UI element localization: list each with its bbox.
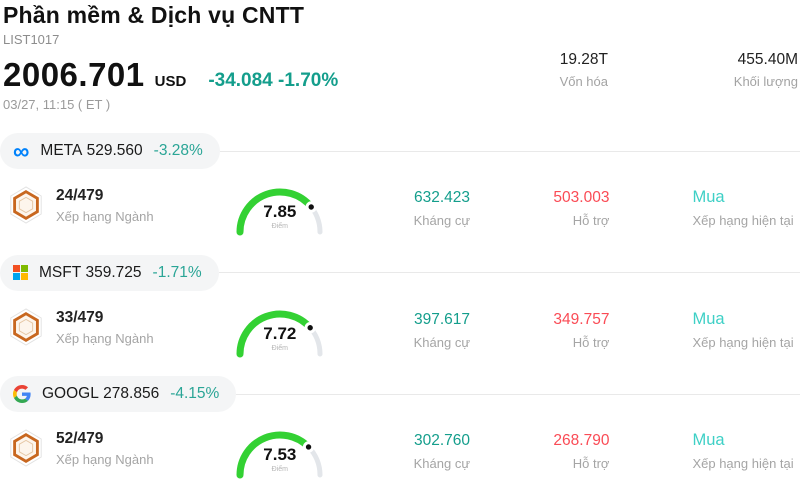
support-column: 503.003 Hỗ trợ bbox=[470, 189, 609, 228]
score-value: 7.85 bbox=[263, 202, 297, 221]
score-gauge: 7.85 Điểm bbox=[230, 180, 330, 238]
ticker-pill-line: MSFT 359.725 -1.71% bbox=[0, 254, 800, 291]
score-label: Điểm bbox=[271, 466, 289, 473]
market-cap-value: 19.28T bbox=[559, 51, 608, 68]
rating-value[interactable]: Mua bbox=[692, 309, 725, 328]
ticker-price: GOOGL 278.856 bbox=[42, 385, 160, 402]
rating-column: Mua Xếp hạng hiện tại bbox=[692, 431, 800, 471]
resistance-column: 632.423 Kháng cự bbox=[336, 189, 470, 228]
volume-stat: 455.40M Khối lượng bbox=[692, 51, 798, 89]
gauge-column: 7.85 Điểm bbox=[224, 180, 336, 238]
currency-label: USD bbox=[154, 73, 187, 90]
ticker-pill-line: ∞ META 529.560 -3.28% bbox=[0, 133, 800, 169]
sector-rank-badge-icon bbox=[10, 429, 42, 467]
market-cap-stat: 19.28T Vốn hóa bbox=[496, 51, 608, 89]
ticker-change: -1.71% bbox=[152, 263, 202, 281]
sector-rank: 52/479 bbox=[56, 430, 104, 447]
header-stats: 19.28T Vốn hóa 455.40M Khối lượng bbox=[496, 51, 798, 89]
support-label: Hỗ trợ bbox=[572, 213, 610, 228]
support-column: 268.790 Hỗ trợ bbox=[470, 432, 609, 471]
support-column: 349.757 Hỗ trợ bbox=[470, 311, 609, 350]
price-row: 2006.701 USD -34.084 -1.70% bbox=[3, 56, 798, 94]
rank-column: 52/479 Xếp hạng Ngành bbox=[0, 423, 224, 469]
rating-column: Mua Xếp hạng hiện tại bbox=[692, 310, 800, 350]
stock-row-meta: ∞ META 529.560 -3.28% 24/479 Xếp hạng Ng… bbox=[0, 133, 800, 255]
support-value: 268.790 bbox=[553, 432, 610, 449]
resistance-column: 397.617 Kháng cự bbox=[336, 311, 470, 350]
score-label: Điểm bbox=[271, 344, 289, 352]
resistance-value: 397.617 bbox=[414, 310, 471, 328]
sector-rank-badge-icon bbox=[10, 307, 42, 346]
rating-value[interactable]: Mua bbox=[692, 431, 725, 449]
rank-column: 24/479 Xếp hạng Ngành bbox=[0, 180, 224, 226]
timestamp: 03/27, 11:15 ( ET ) bbox=[3, 97, 111, 112]
google-logo-icon bbox=[13, 385, 31, 403]
ticker-pill-googl[interactable]: GOOGL 278.856 -4.15% bbox=[0, 376, 237, 412]
support-label: Hỗ trợ bbox=[572, 334, 610, 350]
index-change: -34.084 -1.70% bbox=[208, 70, 339, 91]
market-cap-label: Vốn hóa bbox=[559, 74, 608, 89]
divider-line bbox=[219, 150, 800, 152]
resistance-value: 302.760 bbox=[414, 432, 471, 449]
rank-column: 33/479 Xếp hạng Ngành bbox=[0, 302, 224, 348]
gauge-column: 7.72 Điểm bbox=[224, 302, 336, 360]
row-body: 24/479 Xếp hạng Ngành 7.85 Điểm 632.423 … bbox=[0, 180, 800, 238]
sector-rank: 33/479 bbox=[56, 308, 104, 326]
rating-label: Xếp hạng hiện tại bbox=[692, 334, 794, 350]
score-label: Điểm bbox=[271, 223, 289, 230]
rating-label: Xếp hạng hiện tại bbox=[692, 456, 794, 471]
resistance-column: 302.760 Kháng cự bbox=[336, 432, 470, 471]
stock-row-msft: MSFT 359.725 -1.71% 33/479 Xếp hạng Ngàn… bbox=[0, 254, 800, 377]
page-title: Phần mềm & Dịch vụ CNTT bbox=[3, 2, 305, 28]
ticker-price: META 529.560 bbox=[40, 142, 143, 159]
score-value: 7.53 bbox=[263, 445, 297, 464]
ticker-pill-msft[interactable]: MSFT 359.725 -1.71% bbox=[0, 254, 219, 291]
microsoft-logo-icon bbox=[13, 265, 28, 280]
row-body: 52/479 Xếp hạng Ngành 7.53 Điểm 302.760 … bbox=[0, 423, 800, 481]
sector-rank-label: Xếp hạng Ngành bbox=[56, 330, 154, 346]
rating-value[interactable]: Mua bbox=[692, 188, 725, 206]
support-label: Hỗ trợ bbox=[572, 456, 610, 471]
score-value: 7.72 bbox=[263, 323, 297, 343]
ticker-price: MSFT 359.725 bbox=[39, 263, 142, 281]
score-gauge-arc bbox=[236, 188, 323, 236]
sector-rank: 24/479 bbox=[56, 187, 104, 204]
ticker-change: -3.28% bbox=[153, 142, 203, 159]
score-gauge: 7.72 Điểm bbox=[230, 302, 330, 360]
resistance-label: Kháng cự bbox=[413, 334, 471, 350]
divider-line bbox=[218, 272, 800, 273]
support-value: 503.003 bbox=[553, 189, 610, 206]
sector-rank-badge-icon bbox=[10, 186, 42, 224]
ticker-pill-line: GOOGL 278.856 -4.15% bbox=[0, 376, 800, 412]
ticker-pill-meta[interactable]: ∞ META 529.560 -3.28% bbox=[0, 133, 220, 169]
score-gauge-arc bbox=[236, 431, 323, 479]
score-gauge: 7.53 Điểm bbox=[230, 423, 330, 481]
ticker-change: -4.15% bbox=[170, 385, 220, 402]
volume-value: 455.40M bbox=[737, 51, 798, 68]
index-price: 2006.701 bbox=[3, 56, 145, 93]
resistance-label: Kháng cự bbox=[413, 213, 471, 228]
score-gauge-arc bbox=[236, 310, 323, 357]
sector-rank-label: Xếp hạng Ngành bbox=[56, 209, 154, 224]
row-body: 33/479 Xếp hạng Ngành 7.72 Điểm 397.617 … bbox=[0, 302, 800, 360]
divider-line bbox=[236, 393, 800, 395]
support-value: 349.757 bbox=[553, 310, 610, 328]
rating-column: Mua Xếp hạng hiện tại bbox=[692, 188, 800, 228]
rating-label: Xếp hạng hiện tại bbox=[692, 213, 794, 228]
list-id: LIST1017 bbox=[3, 32, 60, 47]
meta-logo-icon: ∞ bbox=[13, 138, 30, 164]
volume-label: Khối lượng bbox=[733, 74, 798, 89]
resistance-label: Kháng cự bbox=[413, 456, 471, 471]
stock-row-googl: GOOGL 278.856 -4.15% 52/479 Xếp hạng Ngà… bbox=[0, 376, 800, 488]
gauge-column: 7.53 Điểm bbox=[224, 423, 336, 481]
sector-rank-label: Xếp hạng Ngành bbox=[56, 452, 154, 467]
resistance-value: 632.423 bbox=[414, 189, 471, 206]
sector-header: Phần mềm & Dịch vụ CNTT LIST1017 2006.70… bbox=[0, 0, 800, 133]
